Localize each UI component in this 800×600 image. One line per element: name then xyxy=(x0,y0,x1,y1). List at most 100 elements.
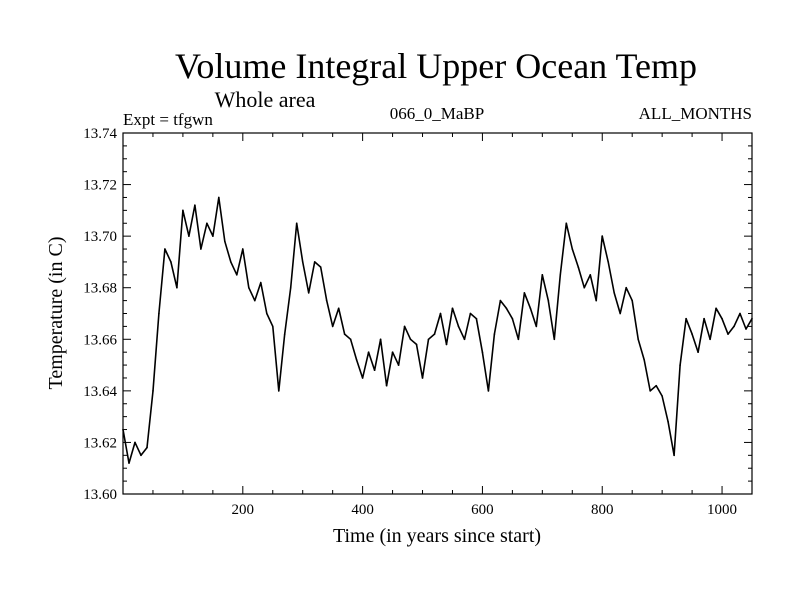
x-tick-label: 800 xyxy=(591,502,614,518)
data-point xyxy=(385,384,388,387)
data-point xyxy=(295,222,298,225)
data-point xyxy=(248,286,250,289)
data-point xyxy=(631,299,633,302)
data-point xyxy=(433,333,436,335)
series-line xyxy=(122,196,753,464)
data-point xyxy=(355,359,358,361)
data-point xyxy=(625,286,627,289)
data-point xyxy=(469,312,472,315)
data-point xyxy=(176,286,178,289)
data-point xyxy=(481,351,484,353)
data-point xyxy=(236,274,238,276)
data-point xyxy=(739,312,741,315)
y-tick-label: 13.66 xyxy=(83,332,117,348)
data-point xyxy=(409,338,412,341)
data-point xyxy=(265,312,268,315)
data-point xyxy=(733,325,735,328)
x-tick-label: 600 xyxy=(471,502,494,518)
data-point xyxy=(343,333,346,335)
data-point xyxy=(541,274,544,276)
data-point xyxy=(547,299,550,302)
data-point xyxy=(200,248,202,250)
data-point xyxy=(337,307,340,310)
data-point xyxy=(589,274,592,276)
data-point xyxy=(259,281,262,284)
data-point xyxy=(457,325,460,328)
data-point xyxy=(403,325,406,328)
data-point xyxy=(427,338,430,341)
y-tick-label: 13.70 xyxy=(83,229,117,245)
data-point xyxy=(319,266,322,268)
data-point xyxy=(679,364,681,366)
data-point xyxy=(721,317,723,320)
data-point xyxy=(487,390,490,392)
data-point xyxy=(613,292,616,294)
data-point xyxy=(607,261,610,263)
data-point xyxy=(553,338,556,341)
data-point xyxy=(367,351,370,353)
data-point xyxy=(571,248,574,250)
data-point xyxy=(727,333,729,335)
data-point xyxy=(505,307,508,310)
data-point xyxy=(715,307,717,310)
period-label: 066_0_MaBP xyxy=(390,104,484,123)
y-tick-label: 13.60 xyxy=(83,487,117,503)
axis-tick-labels: 200 400 600 800 1000 13.60 13.62 13.64 13.66 13.6… xyxy=(83,126,737,518)
data-point xyxy=(709,338,711,341)
data-point xyxy=(565,222,568,225)
data-point xyxy=(637,338,639,341)
y-tick-label: 13.64 xyxy=(83,384,117,400)
data-point xyxy=(661,395,663,397)
x-tick-label: 200 xyxy=(232,502,255,518)
data-point xyxy=(283,333,286,335)
data-point xyxy=(152,390,154,392)
data-point xyxy=(445,343,448,346)
y-tick-label: 13.62 xyxy=(83,435,117,451)
data-point xyxy=(194,204,196,206)
data-point xyxy=(134,441,136,444)
data-point xyxy=(289,286,292,289)
data-point xyxy=(224,240,226,243)
y-tick-label: 13.72 xyxy=(83,178,117,194)
data-point xyxy=(325,299,328,302)
data-point xyxy=(421,377,424,379)
experiment-label: Expt = tfgwn xyxy=(123,110,213,129)
data-point xyxy=(751,317,753,320)
data-point xyxy=(463,338,466,341)
data-point xyxy=(673,454,675,457)
data-point xyxy=(331,325,334,328)
data-point xyxy=(415,343,418,346)
data-point xyxy=(218,196,220,199)
data-point xyxy=(182,209,184,212)
data-point xyxy=(475,317,478,320)
data-point xyxy=(349,338,352,341)
data-point xyxy=(158,312,160,315)
data-point xyxy=(493,333,496,335)
data-point xyxy=(391,351,394,353)
data-point xyxy=(277,390,280,392)
data-point xyxy=(146,446,148,449)
data-point xyxy=(361,377,364,379)
data-point xyxy=(307,292,310,294)
data-point xyxy=(619,312,622,315)
data-point xyxy=(577,266,580,268)
data-point xyxy=(164,248,166,250)
x-axis-label: Time (in years since start) xyxy=(333,525,541,547)
x-tick-label: 400 xyxy=(351,502,374,518)
data-point xyxy=(373,369,376,372)
data-point xyxy=(128,462,130,464)
data-point xyxy=(253,299,256,302)
x-tick-label: 1000 xyxy=(707,502,737,518)
data-point xyxy=(595,299,598,302)
chart-title: Volume Integral Upper Ocean Temp xyxy=(175,46,697,86)
data-point xyxy=(206,222,208,225)
data-point xyxy=(691,333,693,335)
data-point xyxy=(697,351,699,353)
data-point xyxy=(583,286,586,289)
data-point xyxy=(649,390,651,392)
data-point xyxy=(667,421,669,423)
data-point xyxy=(511,317,514,320)
series-layer xyxy=(122,196,753,464)
data-point xyxy=(271,325,274,328)
